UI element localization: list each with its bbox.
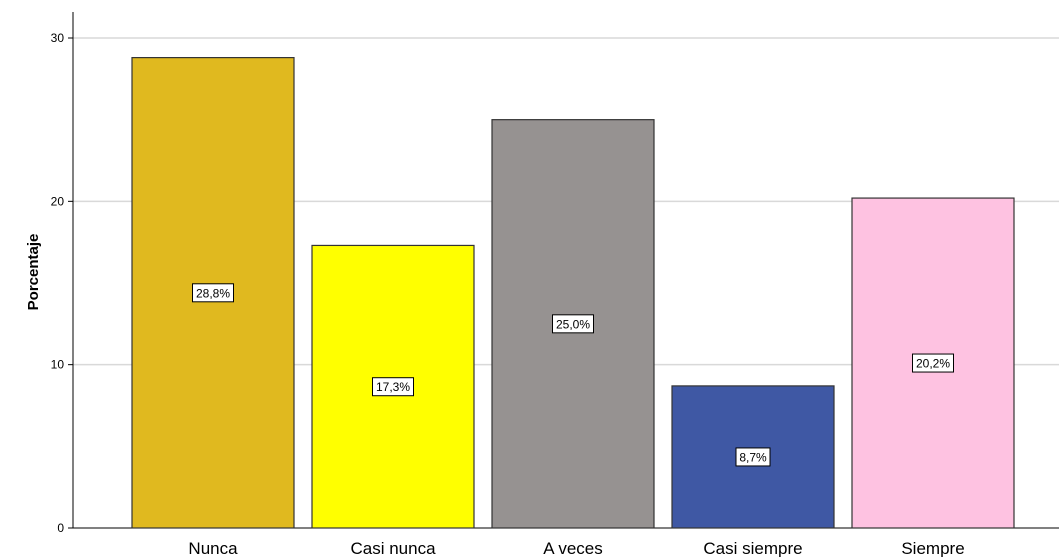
- data-label-text: 20,2%: [916, 357, 950, 371]
- y-tick-label: 30: [51, 31, 65, 45]
- x-tick-label: Siempre: [901, 539, 964, 557]
- y-axis-ticks: 0 10 20 30: [51, 31, 73, 535]
- data-label-box: [372, 377, 414, 397]
- y-tick-label: 0: [57, 521, 64, 535]
- bars: [131, 56, 1015, 529]
- x-tick-label: Casi siempre: [703, 539, 802, 557]
- data-label-text: 8,7%: [739, 450, 767, 464]
- x-tick-label: Nunca: [188, 539, 238, 557]
- data-label-box: [735, 447, 771, 467]
- y-tick-label: 20: [51, 194, 65, 208]
- x-axis-labels: Nunca Casi nunca A veces Casi siempre Siempr…: [188, 539, 964, 557]
- y-axis-label: Porcentaje: [25, 234, 42, 311]
- data-label-text: 17,3%: [376, 380, 410, 394]
- data-label-text: 25,0%: [556, 317, 590, 331]
- data-label-box: [192, 283, 234, 303]
- data-label: 8,7%: [735, 447, 771, 467]
- data-label: 20,2%: [912, 353, 954, 373]
- data-label: 25,0%: [552, 314, 594, 334]
- x-tick-label: A veces: [543, 539, 603, 557]
- data-label-box: [912, 353, 954, 373]
- data-labels: 28,8% 17,3% 25,0% 8,7% 20,2%: [192, 283, 954, 467]
- data-label-box: [552, 314, 594, 334]
- data-label: 17,3%: [372, 377, 414, 397]
- y-tick-label: 10: [51, 358, 65, 372]
- data-label: 28,8%: [192, 283, 234, 303]
- data-label-text: 28,8%: [196, 286, 230, 300]
- x-tick-label: Casi nunca: [350, 539, 436, 557]
